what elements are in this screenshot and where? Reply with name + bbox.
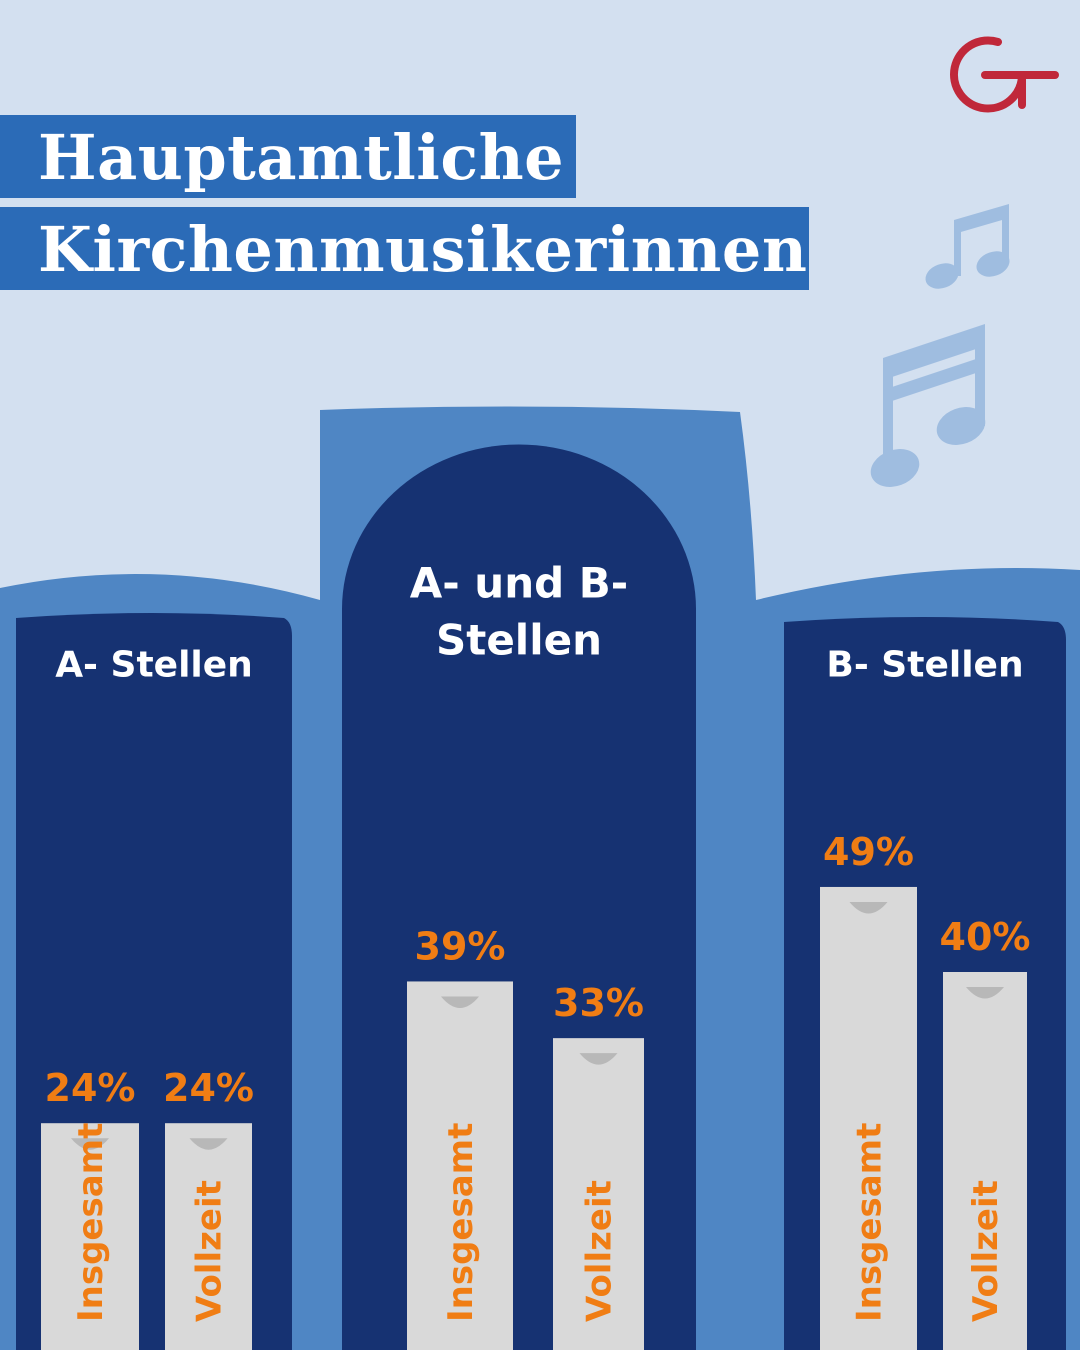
title-band-2: Kirchenmusikerinnen	[0, 207, 809, 290]
value-label: 24%	[163, 1066, 254, 1110]
music-note-icon	[925, 204, 1010, 289]
series-label: Vollzeit	[580, 1180, 620, 1322]
value-label: 39%	[415, 924, 506, 968]
value-label: 49%	[823, 830, 914, 874]
value-label: 33%	[553, 981, 644, 1025]
title-line-2: Kirchenmusikerinnen	[38, 213, 808, 286]
bar	[41, 1123, 139, 1350]
series-label: Insgesamt	[71, 1123, 111, 1322]
bar-notch	[849, 901, 888, 914]
bar	[943, 972, 1027, 1350]
bar-notch	[441, 996, 479, 1008]
group-label: A- und B-	[410, 559, 629, 608]
value-label: 40%	[940, 915, 1031, 959]
group-label: A- Stellen	[55, 645, 253, 686]
series-label: Vollzeit	[966, 1180, 1006, 1322]
series-label: Vollzeit	[190, 1180, 230, 1322]
series-label: Insgesamt	[441, 1123, 481, 1322]
bar	[820, 886, 917, 1350]
music-note-icon	[870, 324, 986, 487]
value-label: 24%	[45, 1066, 136, 1110]
group-label: B- Stellen	[826, 645, 1023, 686]
group-label: Stellen	[436, 616, 602, 665]
bar	[553, 1038, 644, 1350]
title-band-1: Hauptamtliche	[0, 115, 576, 198]
bar-notch	[966, 987, 1004, 999]
bar	[165, 1123, 252, 1350]
bar-notch	[579, 1053, 618, 1065]
bar	[407, 981, 513, 1350]
title-line-1: Hauptamtliche	[38, 121, 565, 194]
bar-notch	[189, 1138, 228, 1150]
bar-notch	[71, 1138, 109, 1150]
circle-plus-logo	[950, 36, 1059, 113]
organ-pipes: A- Stellen 24% Insgesamt 24% Vollzeit A- und …	[16, 444, 1066, 1350]
series-label: Insgesamt	[850, 1123, 890, 1322]
